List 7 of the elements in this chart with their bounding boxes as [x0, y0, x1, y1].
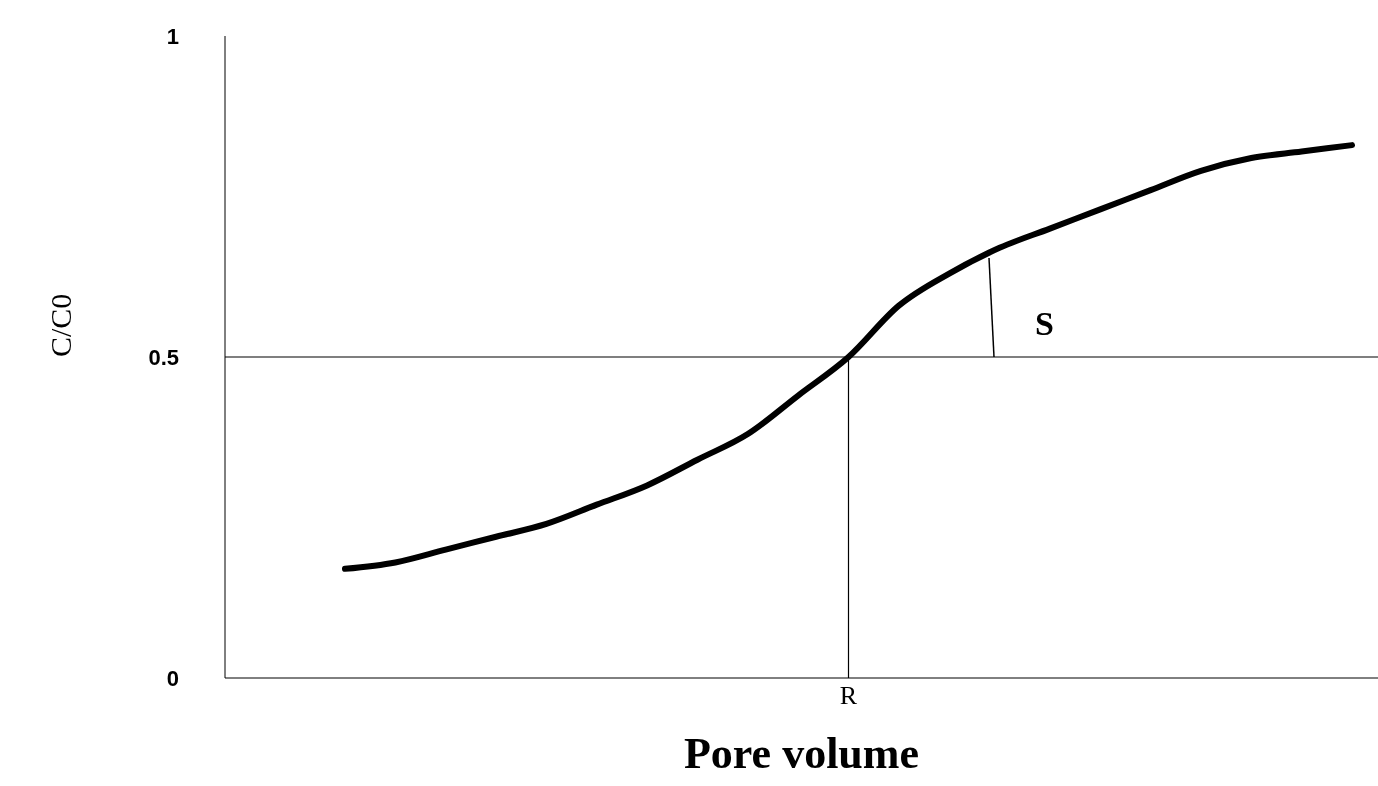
annotation: S: [1035, 305, 1054, 343]
y-tick-label: 0.5: [148, 344, 179, 370]
x-axis-title: Pore volume: [683, 729, 920, 778]
x-tick-label: R: [839, 681, 858, 711]
y-tick-label: 0: [166, 665, 179, 691]
y-tick-label: 1: [166, 23, 179, 49]
y-axis-title: C/C0: [43, 293, 77, 357]
